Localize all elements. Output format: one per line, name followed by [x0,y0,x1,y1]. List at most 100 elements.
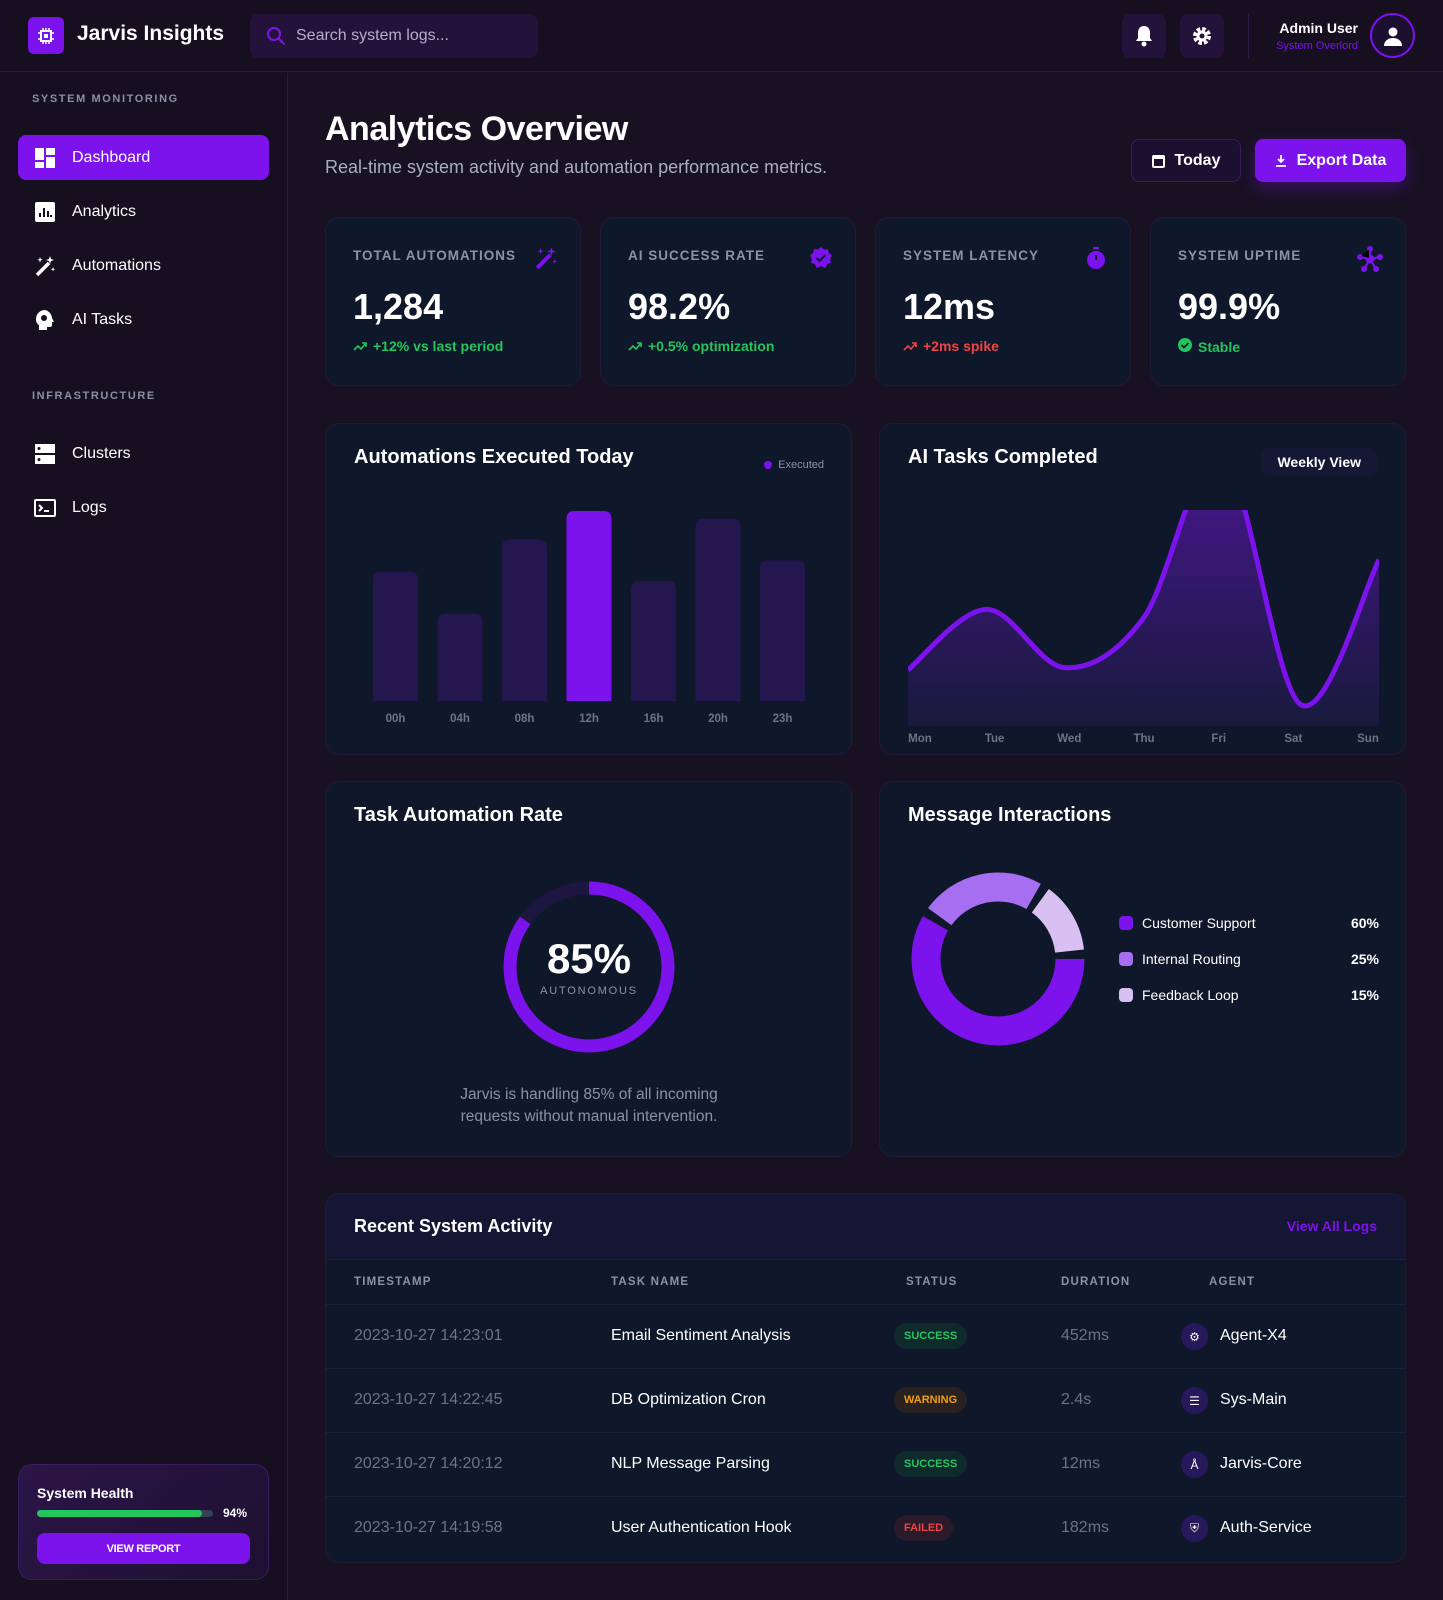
view-report-button[interactable]: VIEW REPORT [37,1533,250,1564]
sidebar-item-clusters[interactable]: Clusters [18,431,269,476]
database-icon: ☰ [1181,1387,1208,1414]
status-badge: WARNING [894,1387,968,1413]
settings-button[interactable] [1180,14,1224,58]
stat-label: SYSTEM LATENCY [903,248,1040,263]
user-role: System Overlord [1276,40,1358,52]
sidebar-item-analytics[interactable]: Analytics [18,189,269,234]
column-header-agent[interactable]: AGENT [1209,1276,1256,1288]
legend-label: Internal Routing [1142,951,1241,967]
x-tick-label: 16h [644,713,664,725]
sidebar-item-label: Logs [72,498,107,516]
bar-20h[interactable] [695,518,741,701]
section-title-monitoring: SYSTEM MONITORING [32,93,179,105]
cell-task-name: DB Optimization Cron [611,1391,766,1408]
search-input[interactable] [296,27,516,45]
area-fill [908,510,1379,726]
table-row[interactable]: 2023-10-27 14:23:01 Email Sentiment Anal… [326,1304,1405,1368]
notifications-button[interactable] [1122,14,1166,58]
legend-item: Feedback Loop 15% [1119,985,1379,1005]
health-progress-bar [37,1510,213,1517]
stat-delta: +2ms spike [903,338,999,354]
legend-item: Customer Support 60% [1119,913,1379,933]
cell-duration: 12ms [1061,1455,1101,1472]
x-tick-label: 00h [386,713,406,725]
sidebar-item-automations[interactable]: Automations [18,243,269,288]
sidebar-item-logs[interactable]: Logs [18,485,269,530]
bar-12h[interactable] [566,511,612,701]
column-header-duration[interactable]: DURATION [1061,1276,1131,1288]
legend-label: Customer Support [1142,915,1256,931]
legend-label: Feedback Loop [1142,987,1239,1003]
x-tick-label: Sun [1357,733,1379,745]
timer-icon [1084,246,1108,275]
stat-card-total-automations: TOTAL AUTOMATIONS 1,284 +12% vs last per… [325,217,581,386]
bar-04h[interactable] [437,613,483,701]
stat-delta: Stable [1178,338,1240,355]
cell-duration: 182ms [1061,1519,1110,1536]
activity-table-card: Recent System Activity View All Logs TIM… [325,1193,1406,1563]
chart-legend: Executed [764,459,824,471]
sidebar-item-label: Clusters [72,444,131,462]
page-title: Analytics Overview [325,110,628,148]
stat-delta-text: +12% vs last period [373,338,504,354]
search-icon [267,27,286,46]
search-bar[interactable] [250,14,538,58]
x-tick-label: Sat [1284,733,1302,745]
stat-delta-text: +0.5% optimization [648,338,775,354]
export-label: Export Data [1296,151,1387,169]
server-icon [35,443,55,464]
table-row[interactable]: 2023-10-27 14:22:45 DB Optimization Cron… [326,1368,1405,1432]
pie-slice-internal-routing[interactable] [897,858,1098,1059]
date-range-button[interactable]: Today [1131,139,1241,182]
pie-slice-customer-support[interactable] [911,872,1085,1046]
stat-delta: +0.5% optimization [628,338,774,354]
bar-08h[interactable] [502,539,547,702]
shield-icon: ⛨ [1181,1515,1208,1542]
table-row[interactable]: 2023-10-27 14:20:12 NLP Message Parsing … [326,1432,1405,1496]
legend-item: Internal Routing 25% [1119,949,1379,969]
chart-title: AI Tasks Completed [908,446,1098,468]
stat-value: 99.9% [1178,286,1281,327]
terminal-icon [34,498,56,517]
magic-wand-icon [534,246,558,275]
legend-swatch [1119,916,1133,930]
trending-up-icon [628,338,642,354]
export-data-button[interactable]: Export Data [1255,139,1406,182]
series-line[interactable] [908,455,1379,709]
table-row[interactable]: 2023-10-27 14:19:58 User Authentication … [326,1496,1405,1560]
ai-tasks-chart-card: AI Tasks Completed Weekly View Mon Tue Wed… [879,423,1406,755]
column-header-task[interactable]: TASK NAME [611,1276,690,1288]
view-all-logs-link[interactable]: View All Logs [1286,1218,1377,1234]
trending-up-icon [353,338,367,354]
column-header-status[interactable]: STATUS [906,1276,958,1288]
sidebar-item-ai-tasks[interactable]: AI Tasks [18,297,269,342]
view-selector-dropdown[interactable]: Weekly View [1261,448,1377,476]
stat-label: AI SUCCESS RATE [628,248,766,263]
x-tick-label: 08h [515,713,535,725]
message-interactions-card: Message Interactions Customer Support 60%… [879,781,1406,1157]
stat-label: TOTAL AUTOMATIONS [353,248,516,263]
column-header-timestamp[interactable]: TIMESTAMP [354,1276,432,1288]
cell-timestamp: 2023-10-27 14:23:01 [354,1327,503,1344]
gear-icon [1193,27,1211,45]
avatar[interactable] [1370,13,1415,58]
status-badge: FAILED [894,1515,954,1541]
bar-16h[interactable] [631,581,676,701]
app-title: Jarvis Insights [77,22,225,45]
translate-icon: Å [1181,1451,1208,1478]
stat-card-system-uptime: SYSTEM UPTIME 99.9% Stable [1150,217,1406,386]
stat-delta: +12% vs last period [353,338,503,354]
cell-task-name: Email Sentiment Analysis [611,1327,791,1344]
gauge-caption: Jarvis is handling 85% of all incoming r… [460,1086,718,1125]
sidebar-item-dashboard[interactable]: Dashboard [18,135,269,180]
x-tick-label: Tue [985,733,1005,745]
gauge-value: 85% [546,935,632,982]
activity-header [326,1194,1405,1260]
bar-00h[interactable] [373,571,418,701]
sidebar-item-label: AI Tasks [72,310,133,328]
pie-slice-feedback-loop[interactable] [897,858,1098,1059]
bar-23h[interactable] [760,560,805,701]
health-title: System Health [37,1485,134,1501]
legend-swatch [1119,988,1133,1002]
x-tick-label: Mon [908,733,932,745]
